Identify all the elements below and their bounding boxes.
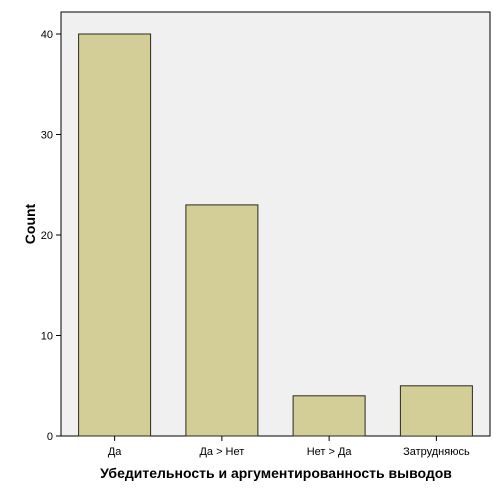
y-axis-title: Count (22, 203, 38, 244)
x-tick-label: Нет > Да (307, 446, 353, 458)
x-axis: Да Да > Нет Нет > Да Затрудняюсь (108, 436, 470, 458)
y-tick-label: 0 (47, 431, 53, 443)
y-tick-label: 10 (41, 331, 53, 343)
y-tick-label: 20 (41, 230, 53, 242)
bar (399, 385, 473, 437)
bar (78, 33, 152, 437)
y-axis: 0 10 20 30 40 (41, 29, 61, 443)
y-tick-label: 40 (41, 29, 53, 41)
x-tick-label: Да > Нет (199, 446, 244, 458)
x-tick-label: Затрудняюсь (403, 446, 470, 458)
x-axis-title: Убедительность и аргументированность выв… (100, 465, 452, 481)
bar (292, 395, 366, 437)
y-tick-label: 30 (41, 130, 53, 142)
bar (185, 204, 259, 437)
x-tick-label: Да (108, 446, 122, 458)
bars-group (78, 33, 473, 437)
